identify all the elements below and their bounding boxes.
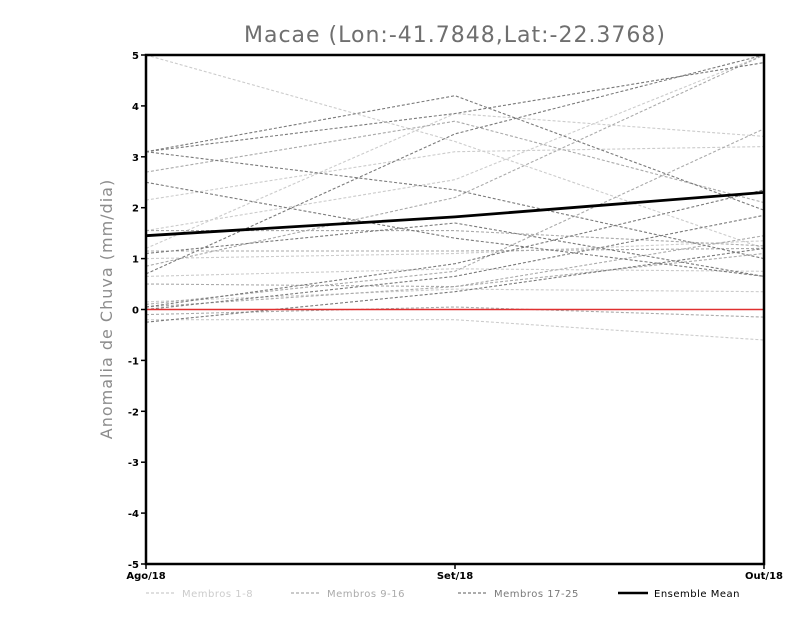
member-line-23 <box>145 62 765 153</box>
member-line-21 <box>145 247 765 323</box>
y-ticks: -5 -4 -3 -2 -1 0 1 2 3 4 5 <box>128 51 146 571</box>
y-tick-label: -4 <box>128 509 139 520</box>
x-ticks: Ago/18 Set/18 Out/18 <box>126 564 783 582</box>
x-tick-label: Set/18 <box>437 571 473 582</box>
ensemble-mean-line <box>145 191 765 238</box>
legend-label-2: Membros 9-16 <box>327 589 405 600</box>
y-tick-label: -2 <box>128 407 139 418</box>
y-tick-label: 4 <box>132 102 139 113</box>
member-line-13 <box>145 306 765 318</box>
member-line-8 <box>145 240 765 260</box>
member-line-7 <box>145 54 765 249</box>
legend-label-4: Ensemble Mean <box>654 589 740 600</box>
member-line-16 <box>145 128 765 305</box>
y-tick-label: 3 <box>132 153 139 164</box>
mean-line-group <box>145 191 765 238</box>
x-tick-label: Out/18 <box>745 571 783 582</box>
member-line-4 <box>146 319 765 341</box>
member-line-22 <box>145 222 765 277</box>
y-axis-label: Anomalia de Chuva (mm/dia) <box>97 179 116 439</box>
member-line-12 <box>145 252 765 308</box>
legend-label-3: Membros 17-25 <box>494 589 579 600</box>
y-tick-label: 0 <box>132 306 139 317</box>
y-tick-label: 2 <box>132 204 139 215</box>
member-line-25 <box>145 151 765 260</box>
chart-title: Macae (Lon:-41.7848,Lat:-22.3768) <box>244 23 666 48</box>
legend-label-1: Membros 1-8 <box>182 589 253 600</box>
x-tick-label: Ago/18 <box>126 571 165 582</box>
member-line-20 <box>145 189 765 308</box>
member-line-5 <box>145 288 765 303</box>
legend: Membros 1-8 Membros 9-16 Membros 17-25 Ense… <box>146 589 740 600</box>
y-tick-label: -3 <box>128 458 139 469</box>
y-tick-label: 5 <box>132 51 139 62</box>
member-line-9 <box>145 120 765 204</box>
member-line-19 <box>145 54 765 275</box>
member-line-2 <box>145 54 765 232</box>
y-tick-label: -5 <box>128 560 139 571</box>
member-line-11 <box>145 54 765 267</box>
member-lines <box>145 54 765 341</box>
member-line-17 <box>145 95 765 211</box>
member-line-6 <box>145 112 765 249</box>
member-line-18 <box>145 181 765 277</box>
member-line-1 <box>145 146 765 201</box>
y-tick-label: 1 <box>132 255 139 266</box>
member-line-14 <box>146 247 765 252</box>
member-line-3 <box>145 268 765 277</box>
member-line-15 <box>145 235 765 288</box>
y-tick-label: -1 <box>128 356 139 367</box>
